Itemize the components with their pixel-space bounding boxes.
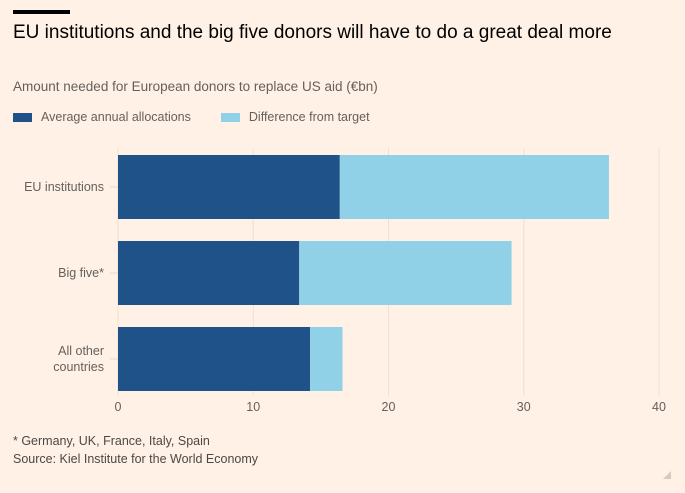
brand-rule (13, 10, 70, 14)
y-category-label: countries (53, 360, 104, 374)
chart-title: EU institutions and the big five donors … (13, 22, 612, 43)
y-category-label: All other (58, 344, 104, 358)
legend-swatch-difference (220, 112, 240, 122)
legend: Average annual allocations Difference fr… (13, 110, 400, 124)
resize-handle-icon[interactable] (663, 471, 671, 479)
x-tick-label: 20 (382, 400, 396, 414)
bar-allocations (118, 155, 340, 219)
x-tick-label: 0 (115, 400, 122, 414)
legend-label: Average annual allocations (41, 110, 191, 124)
legend-swatch-allocations (13, 112, 32, 122)
x-tick-label: 30 (517, 400, 531, 414)
source-note: Source: Kiel Institute for the World Eco… (13, 452, 259, 466)
legend-label: Difference from target (248, 110, 370, 124)
y-category-label: EU institutions (24, 180, 104, 194)
bar-allocations (118, 327, 311, 391)
chart-subtitle: Amount needed for European donors to rep… (13, 79, 378, 94)
bar-difference (339, 155, 609, 219)
y-category-label: Big five* (58, 266, 104, 280)
footnote: * Germany, UK, France, Italy, Spain (13, 434, 210, 448)
legend-item-difference: Difference from target (220, 110, 370, 124)
bar-difference (310, 327, 343, 391)
x-tick-label: 40 (652, 400, 666, 414)
bar-difference (299, 241, 512, 305)
x-tick-label: 10 (246, 400, 260, 414)
legend-item-allocations: Average annual allocations (13, 110, 191, 124)
bar-allocations (118, 241, 300, 305)
